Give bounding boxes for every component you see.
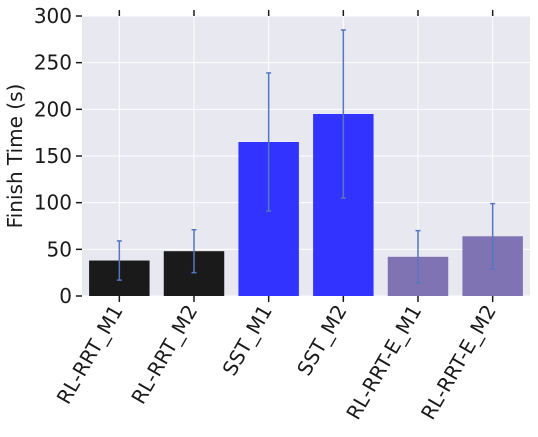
- error-bar-rl-rrt-m2: [191, 228, 197, 274]
- error-bar-rl-rrt-e-m1: [415, 229, 421, 284]
- error-bars: [116, 29, 496, 284]
- x-tick-label: RL-RRT_M1: [52, 301, 128, 409]
- y-tick-label: 100: [34, 191, 72, 215]
- y-tick-label: 50: [47, 237, 72, 261]
- y-tick-label: 300: [34, 4, 72, 28]
- y-tick-label: 0: [59, 284, 72, 308]
- x-tick-label: RL-RRT-E_M2: [416, 300, 501, 423]
- error-bar-sst-m1: [266, 72, 272, 212]
- x-tick-label: SST_M2: [292, 301, 352, 380]
- x-tick-label: RL-RRT-E_M1: [341, 301, 426, 424]
- error-bar-rl-rrt-m1: [116, 240, 122, 281]
- x-tick-label: SST_M1: [217, 301, 277, 380]
- y-axis-label: Finish Time (s): [3, 84, 27, 229]
- y-tick-label: 150: [34, 144, 72, 168]
- error-bar-rl-rrt-e-m2: [490, 202, 496, 270]
- y-axis-ticks: 0 50 100 150 200 250 300: [34, 4, 82, 308]
- y-tick-label: 200: [34, 97, 72, 121]
- y-tick-label: 250: [34, 51, 72, 75]
- top-ticks: [118, 10, 494, 16]
- error-bar-sst-m2: [340, 29, 346, 199]
- x-tick-label: RL-RRT_M2: [126, 301, 202, 409]
